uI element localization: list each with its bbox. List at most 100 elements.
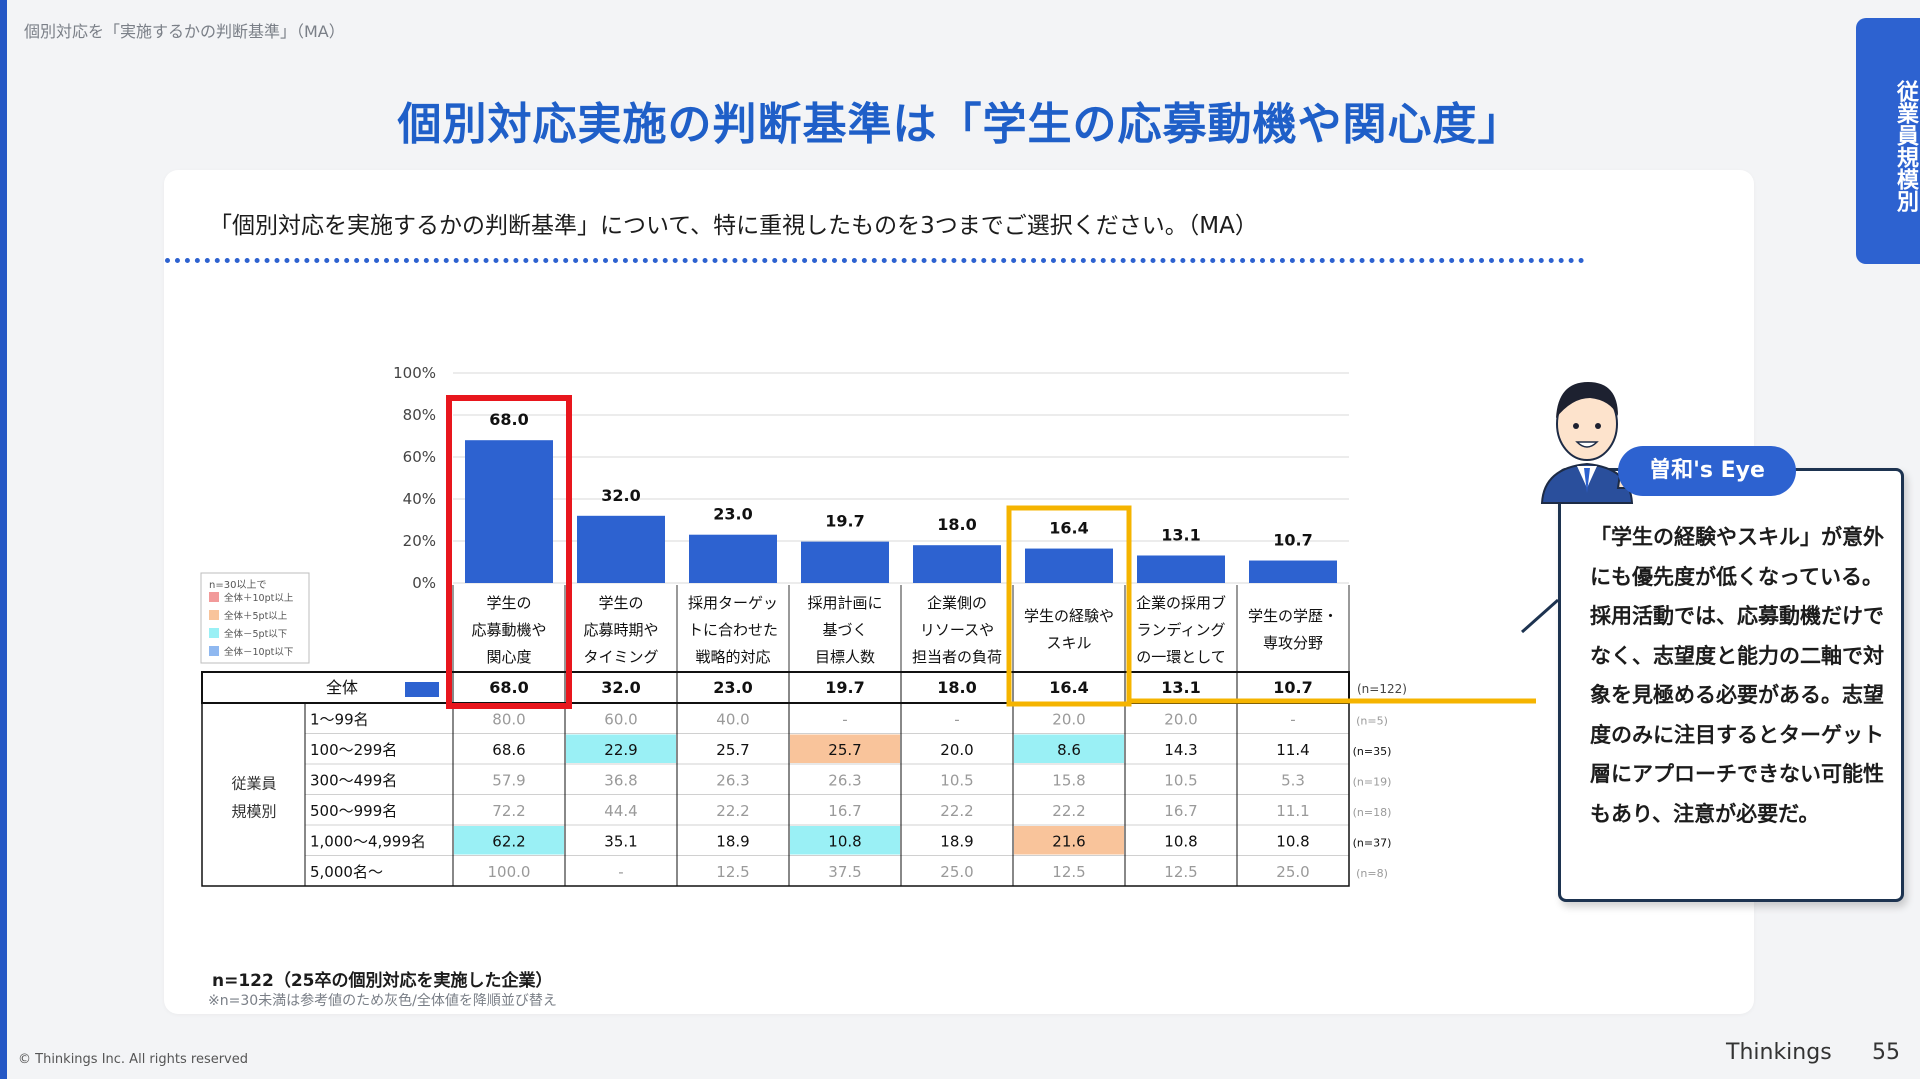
segment-row-label: 1～99名 bbox=[310, 710, 369, 728]
bar bbox=[1025, 548, 1113, 583]
category-label: 学生の経験や bbox=[1024, 607, 1114, 625]
eye-label-pill: 曽和's Eye bbox=[1618, 446, 1796, 496]
category-label: 応募動機や bbox=[471, 621, 546, 639]
table-cell-value: 57.9 bbox=[492, 771, 525, 789]
segment-group-label: 従業員 bbox=[231, 775, 276, 793]
total-value: 13.1 bbox=[1161, 678, 1200, 697]
bar-value-label: 18.0 bbox=[937, 515, 976, 534]
bar bbox=[1249, 560, 1337, 583]
highlight-cell bbox=[790, 734, 900, 763]
y-tick-label: 40% bbox=[403, 490, 436, 508]
segment-group-label: 規模別 bbox=[231, 803, 276, 821]
table-cell-value: 25.7 bbox=[828, 741, 861, 759]
table-cell-value: 21.6 bbox=[1052, 832, 1085, 850]
legend-swatch bbox=[209, 592, 219, 602]
total-value: 18.0 bbox=[937, 678, 976, 697]
category-label: スキル bbox=[1046, 634, 1091, 652]
breadcrumb: 個別対応を「実施するかの判断基準」（MA） bbox=[24, 22, 345, 41]
table-cell-value: 44.4 bbox=[604, 802, 637, 820]
content-card bbox=[164, 170, 1754, 1014]
table-cell-value: 20.0 bbox=[1164, 710, 1197, 728]
question-text: 「個別対応を実施するかの判断基準」について、特に重視したものを3つまでご選択くだ… bbox=[209, 213, 1258, 239]
category-label: 採用ターゲッ bbox=[688, 594, 778, 612]
table-cell-value: 8.6 bbox=[1057, 741, 1081, 759]
segment-row-label: 100～299名 bbox=[310, 741, 397, 759]
total-row-label: 全体 bbox=[326, 678, 358, 697]
table-cell-value: 25.0 bbox=[940, 863, 973, 881]
bar-value-label: 32.0 bbox=[601, 486, 640, 505]
category-label: ランディング bbox=[1137, 621, 1226, 639]
segment-n-label: (n=18) bbox=[1353, 806, 1392, 819]
sample-size-note: n=122（25卒の個別対応を実施した企業） bbox=[212, 971, 553, 991]
bar-value-label: 16.4 bbox=[1049, 519, 1088, 538]
y-tick-label: 80% bbox=[403, 406, 436, 424]
segment-row-label: 300～499名 bbox=[310, 771, 397, 789]
category-label: の一環として bbox=[1136, 648, 1226, 666]
bar-value-label: 19.7 bbox=[825, 512, 864, 531]
table-cell-value: 26.3 bbox=[828, 771, 861, 789]
eye-comment-box bbox=[1558, 468, 1904, 902]
presenter-avatar-icon bbox=[1540, 382, 1634, 504]
highlight-cell bbox=[566, 734, 676, 763]
total-legend-swatch bbox=[405, 682, 439, 697]
category-label: リソースや bbox=[920, 621, 994, 639]
reference-note: ※n=30未満は参考値のため灰色/全体値を降順並び替え bbox=[208, 993, 557, 1009]
table-cell-value: 22.2 bbox=[716, 802, 749, 820]
legend-swatch bbox=[209, 628, 219, 638]
category-label: 担当者の負荷 bbox=[912, 648, 1002, 666]
legend-item-label: 全体＋5pt以上 bbox=[224, 610, 288, 622]
legend-swatch bbox=[209, 646, 219, 656]
segment-n-label: (n=19) bbox=[1353, 775, 1392, 788]
table-cell-value: 10.5 bbox=[940, 771, 973, 789]
total-value: 32.0 bbox=[601, 678, 640, 697]
y-tick-label: 20% bbox=[403, 532, 436, 550]
page-title: 個別対応実施の判断基準は「学生の応募動機や関心度」 bbox=[397, 99, 1523, 150]
legend-item-label: 全体－10pt以下 bbox=[224, 646, 293, 658]
table-cell-value: 10.8 bbox=[1276, 832, 1309, 850]
total-value: 68.0 bbox=[489, 678, 528, 697]
legend-title: n=30以上で bbox=[209, 579, 266, 591]
bar bbox=[465, 440, 553, 583]
bar bbox=[801, 541, 889, 583]
total-n-label: (n=122) bbox=[1357, 682, 1407, 696]
table-cell-value: 5.3 bbox=[1281, 771, 1305, 789]
segment-n-label: (n=8) bbox=[1356, 867, 1388, 880]
total-value: 10.7 bbox=[1273, 678, 1312, 697]
table-cell-value: 18.9 bbox=[716, 832, 749, 850]
bar-value-label: 13.1 bbox=[1161, 525, 1200, 544]
table-cell-value: 22.9 bbox=[604, 741, 637, 759]
table-cell-value: 12.5 bbox=[1052, 863, 1085, 881]
category-label: 学生の bbox=[598, 594, 643, 612]
category-label: 学生の学歴・ bbox=[1248, 607, 1338, 625]
category-label: 学生の bbox=[486, 594, 531, 612]
segment-row-label: 500～999名 bbox=[310, 802, 397, 820]
table-cell-value: 12.5 bbox=[1164, 863, 1197, 881]
table-cell-value: 80.0 bbox=[492, 710, 525, 728]
table-cell-value: - bbox=[842, 710, 847, 728]
table-cell-value: 18.9 bbox=[940, 832, 973, 850]
total-value: 16.4 bbox=[1049, 678, 1088, 697]
y-tick-label: 100% bbox=[393, 364, 436, 382]
category-label: 企業側の bbox=[927, 594, 987, 612]
segment-n-label: (n=35) bbox=[1353, 745, 1392, 758]
table-cell-value: - bbox=[618, 863, 623, 881]
table-cell-value: 37.5 bbox=[828, 863, 861, 881]
segment-row-label: 1,000～4,999名 bbox=[310, 832, 426, 850]
category-label: 戦略的対応 bbox=[695, 648, 770, 666]
total-value: 23.0 bbox=[713, 678, 752, 697]
segment-n-label: (n=37) bbox=[1353, 836, 1392, 849]
category-label: 基づく bbox=[822, 621, 867, 639]
table-cell-value: 11.4 bbox=[1276, 741, 1309, 759]
bar bbox=[689, 534, 777, 583]
table-cell-value: - bbox=[954, 710, 959, 728]
category-label: トに合わせた bbox=[688, 621, 778, 639]
side-tab[interactable]: 従業員規模別 bbox=[1856, 18, 1920, 264]
category-label: 採用計画に bbox=[807, 594, 882, 612]
bar bbox=[577, 515, 665, 583]
highlight-cell bbox=[454, 826, 564, 855]
table-cell-value: 22.2 bbox=[1052, 802, 1085, 820]
table-cell-value: 36.8 bbox=[604, 771, 637, 789]
table-cell-value: - bbox=[1290, 710, 1295, 728]
category-label: タイミング bbox=[583, 648, 658, 666]
